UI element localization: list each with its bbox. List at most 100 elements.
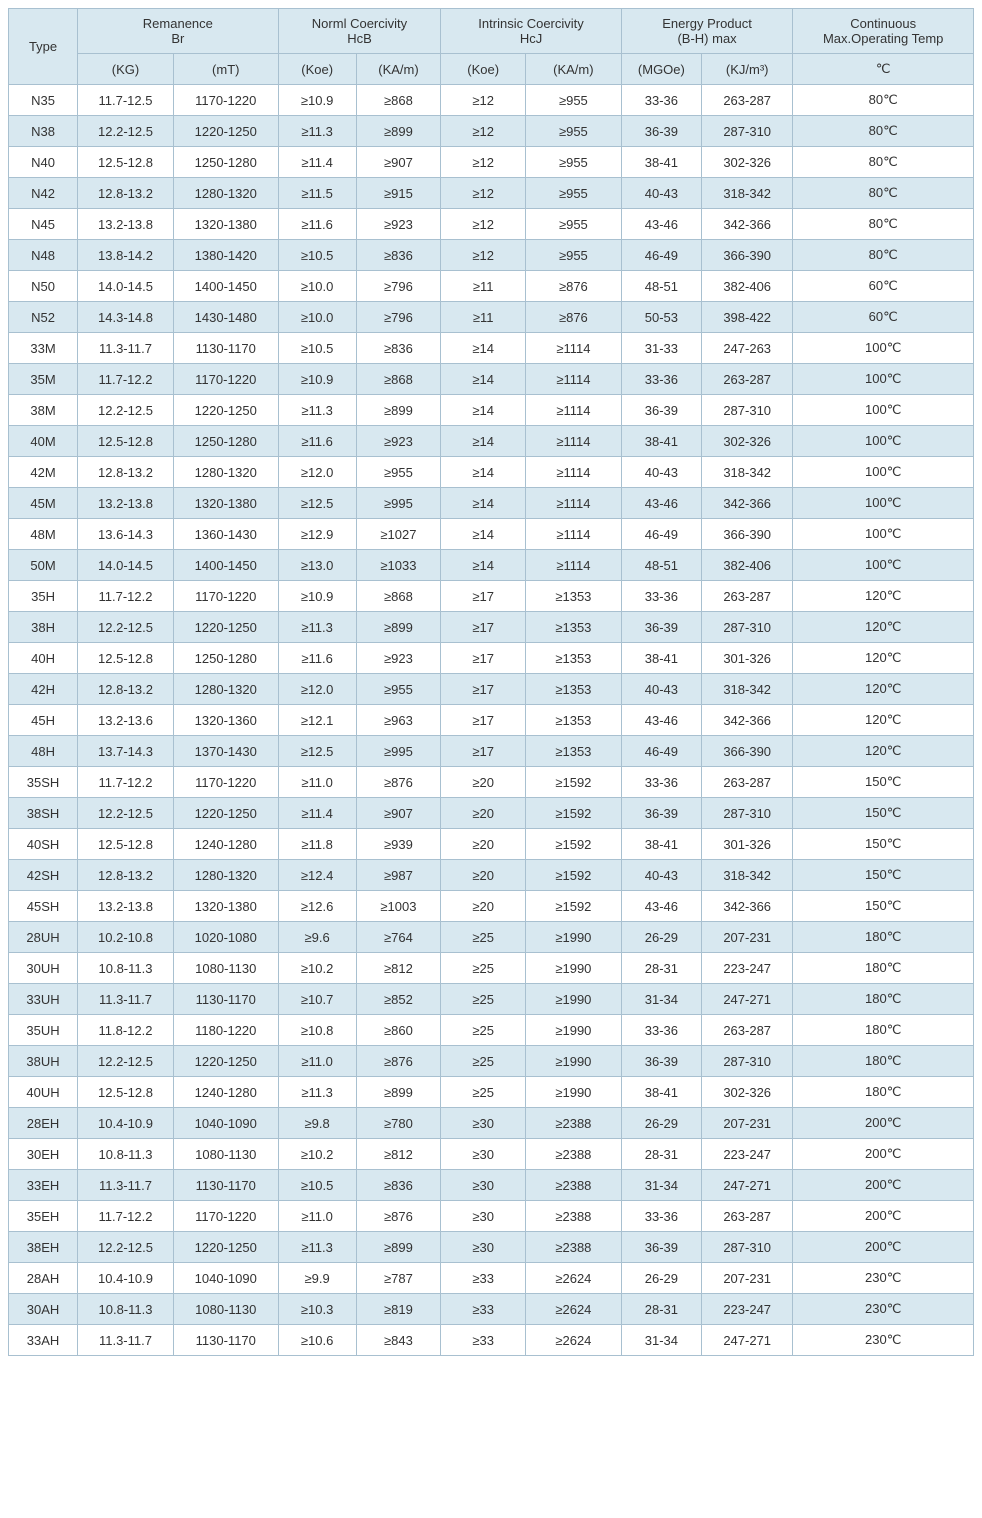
- cell-kam1: ≥915: [356, 178, 441, 209]
- cell-kam2: ≥1114: [525, 457, 621, 488]
- cell-mt: 1250-1280: [173, 147, 278, 178]
- cell-kg: 12.8-13.2: [78, 674, 174, 705]
- cell-temp: 120℃: [793, 705, 974, 736]
- cell-koe2: ≥20: [441, 860, 526, 891]
- cell-kam1: ≥899: [356, 395, 441, 426]
- cell-mt: 1130-1170: [173, 1325, 278, 1356]
- cell-type: 35EH: [9, 1201, 78, 1232]
- cell-kam1: ≥1003: [356, 891, 441, 922]
- cell-temp: 100℃: [793, 550, 974, 581]
- cell-mgoe: 33-36: [621, 1015, 701, 1046]
- cell-mt: 1360-1430: [173, 519, 278, 550]
- cell-mgoe: 38-41: [621, 147, 701, 178]
- cell-koe2: ≥14: [441, 426, 526, 457]
- cell-koe1: ≥12.5: [278, 736, 356, 767]
- cell-kg: 13.2-13.6: [78, 705, 174, 736]
- cell-kam2: ≥2624: [525, 1263, 621, 1294]
- cell-kg: 13.2-13.8: [78, 209, 174, 240]
- cell-koe1: ≥10.6: [278, 1325, 356, 1356]
- cell-mgoe: 31-34: [621, 1325, 701, 1356]
- cell-temp: 80℃: [793, 240, 974, 271]
- cell-mt: 1400-1450: [173, 271, 278, 302]
- cell-kam1: ≥843: [356, 1325, 441, 1356]
- cell-temp: 120℃: [793, 581, 974, 612]
- cell-temp: 230℃: [793, 1325, 974, 1356]
- cell-mgoe: 36-39: [621, 395, 701, 426]
- cell-koe2: ≥14: [441, 457, 526, 488]
- cell-kam2: ≥1353: [525, 581, 621, 612]
- cell-koe2: ≥12: [441, 85, 526, 116]
- cell-kam1: ≥963: [356, 705, 441, 736]
- cell-kjm3: 263-287: [702, 1015, 793, 1046]
- cell-kjm3: 247-271: [702, 984, 793, 1015]
- cell-koe1: ≥11.4: [278, 147, 356, 178]
- cell-koe2: ≥30: [441, 1201, 526, 1232]
- cell-koe1: ≥12.1: [278, 705, 356, 736]
- cell-koe2: ≥30: [441, 1139, 526, 1170]
- cell-kg: 12.8-13.2: [78, 178, 174, 209]
- cell-temp: 100℃: [793, 395, 974, 426]
- cell-kg: 10.8-11.3: [78, 1139, 174, 1170]
- cell-koe2: ≥30: [441, 1232, 526, 1263]
- cell-koe1: ≥11.3: [278, 116, 356, 147]
- cell-kg: 14.3-14.8: [78, 302, 174, 333]
- cell-mt: 1180-1220: [173, 1015, 278, 1046]
- cell-temp: 100℃: [793, 333, 974, 364]
- cell-mgoe: 38-41: [621, 1077, 701, 1108]
- cell-kam1: ≥955: [356, 674, 441, 705]
- cell-temp: 180℃: [793, 1077, 974, 1108]
- cell-kg: 11.3-11.7: [78, 1325, 174, 1356]
- cell-mgoe: 38-41: [621, 643, 701, 674]
- cell-kg: 12.8-13.2: [78, 457, 174, 488]
- cell-koe1: ≥10.9: [278, 85, 356, 116]
- cell-temp: 100℃: [793, 364, 974, 395]
- cell-kg: 11.7-12.5: [78, 85, 174, 116]
- cell-koe1: ≥10.2: [278, 1139, 356, 1170]
- cell-kg: 12.2-12.5: [78, 1232, 174, 1263]
- cell-mt: 1320-1380: [173, 209, 278, 240]
- cell-type: N38: [9, 116, 78, 147]
- table-row: 33UH11.3-11.71130-1170≥10.7≥852≥25≥19903…: [9, 984, 974, 1015]
- table-row: 38SH12.2-12.51220-1250≥11.4≥907≥20≥15923…: [9, 798, 974, 829]
- cell-mt: 1080-1130: [173, 1294, 278, 1325]
- cell-mt: 1250-1280: [173, 426, 278, 457]
- hdr-celsius: ℃: [793, 54, 974, 85]
- cell-kam2: ≥876: [525, 271, 621, 302]
- hdr-kam2: (KA/m): [525, 54, 621, 85]
- cell-type: 38H: [9, 612, 78, 643]
- cell-koe2: ≥33: [441, 1325, 526, 1356]
- cell-kam2: ≥1592: [525, 891, 621, 922]
- cell-type: 45H: [9, 705, 78, 736]
- cell-temp: 120℃: [793, 643, 974, 674]
- cell-temp: 180℃: [793, 922, 974, 953]
- cell-type: 30EH: [9, 1139, 78, 1170]
- hdr-energy-product: Energy Product (B-H) max: [621, 9, 793, 54]
- cell-type: 35M: [9, 364, 78, 395]
- cell-mgoe: 36-39: [621, 612, 701, 643]
- cell-kam1: ≥836: [356, 333, 441, 364]
- cell-mt: 1240-1280: [173, 1077, 278, 1108]
- hdr-koe2: (Koe): [441, 54, 526, 85]
- cell-type: 40UH: [9, 1077, 78, 1108]
- cell-kam2: ≥1114: [525, 519, 621, 550]
- cell-koe1: ≥11.0: [278, 767, 356, 798]
- cell-koe2: ≥20: [441, 829, 526, 860]
- cell-mt: 1220-1250: [173, 1232, 278, 1263]
- cell-koe2: ≥33: [441, 1263, 526, 1294]
- cell-temp: 200℃: [793, 1232, 974, 1263]
- cell-mt: 1220-1250: [173, 798, 278, 829]
- cell-koe1: ≥10.5: [278, 1170, 356, 1201]
- cell-type: 38M: [9, 395, 78, 426]
- cell-kam2: ≥1114: [525, 426, 621, 457]
- cell-kam1: ≥836: [356, 1170, 441, 1201]
- cell-koe1: ≥11.0: [278, 1046, 356, 1077]
- cell-kjm3: 287-310: [702, 798, 793, 829]
- cell-kjm3: 287-310: [702, 1232, 793, 1263]
- cell-koe1: ≥11.6: [278, 643, 356, 674]
- table-row: 38EH12.2-12.51220-1250≥11.3≥899≥30≥23883…: [9, 1232, 974, 1263]
- table-row: 45M13.2-13.81320-1380≥12.5≥995≥14≥111443…: [9, 488, 974, 519]
- cell-koe2: ≥11: [441, 271, 526, 302]
- cell-koe2: ≥25: [441, 922, 526, 953]
- cell-koe2: ≥17: [441, 736, 526, 767]
- cell-koe2: ≥14: [441, 333, 526, 364]
